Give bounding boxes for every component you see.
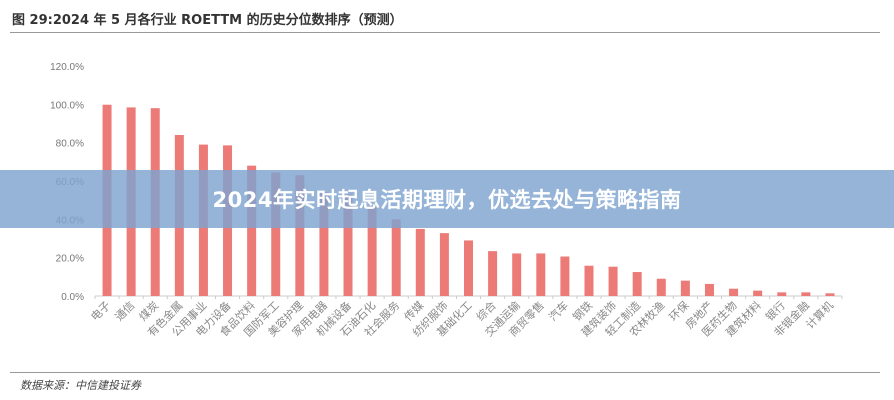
bar (488, 251, 498, 296)
bar (801, 292, 811, 296)
source-note: 数据来源：中信建投证券 (20, 379, 141, 392)
bar (632, 272, 642, 296)
x-tick-label: 通信 (113, 299, 138, 324)
bar (680, 280, 690, 296)
y-tick-label: 120.0% (50, 62, 84, 73)
banner-text: 2024年实时起息活期理财，优选去处与策略指南 (212, 188, 682, 212)
y-tick-label: 20.0% (56, 254, 84, 265)
x-tick-label: 汽车 (546, 298, 571, 323)
bar (729, 288, 739, 296)
bar (584, 265, 594, 296)
bar (415, 228, 425, 296)
bar (391, 219, 401, 296)
bar (704, 283, 714, 296)
bar (536, 253, 546, 296)
bar (367, 205, 377, 296)
y-tick-label: 80.0% (56, 139, 84, 150)
bar (560, 256, 570, 296)
y-tick-label: 100.0% (50, 100, 84, 111)
bar (753, 290, 763, 296)
bar (343, 194, 353, 296)
bar (247, 165, 257, 296)
bar (295, 175, 305, 296)
y-tick-label: 0.0% (61, 292, 84, 303)
bar (608, 266, 618, 296)
bar (464, 240, 473, 296)
x-tick-label: 电子 (88, 299, 113, 324)
x-tick-label: 计算机 (803, 298, 836, 331)
bar (271, 172, 281, 296)
bar (825, 293, 835, 296)
bar (319, 192, 329, 296)
bar (656, 278, 666, 296)
source-divider (10, 372, 880, 373)
bar (512, 253, 522, 296)
bar (777, 292, 787, 296)
bar (439, 233, 449, 296)
chart-title: 图 29:2024 年 5 月各行业 ROETTM 的历史分位数排序（预测） (12, 13, 403, 28)
headline-banner: 2024年实时起息活期理财，优选去处与策略指南 (0, 170, 894, 228)
title-divider (10, 32, 880, 33)
bar-chart: 0.0%20.0%40.0%60.0%80.0%100.0%120.0%电子通信… (50, 62, 843, 339)
